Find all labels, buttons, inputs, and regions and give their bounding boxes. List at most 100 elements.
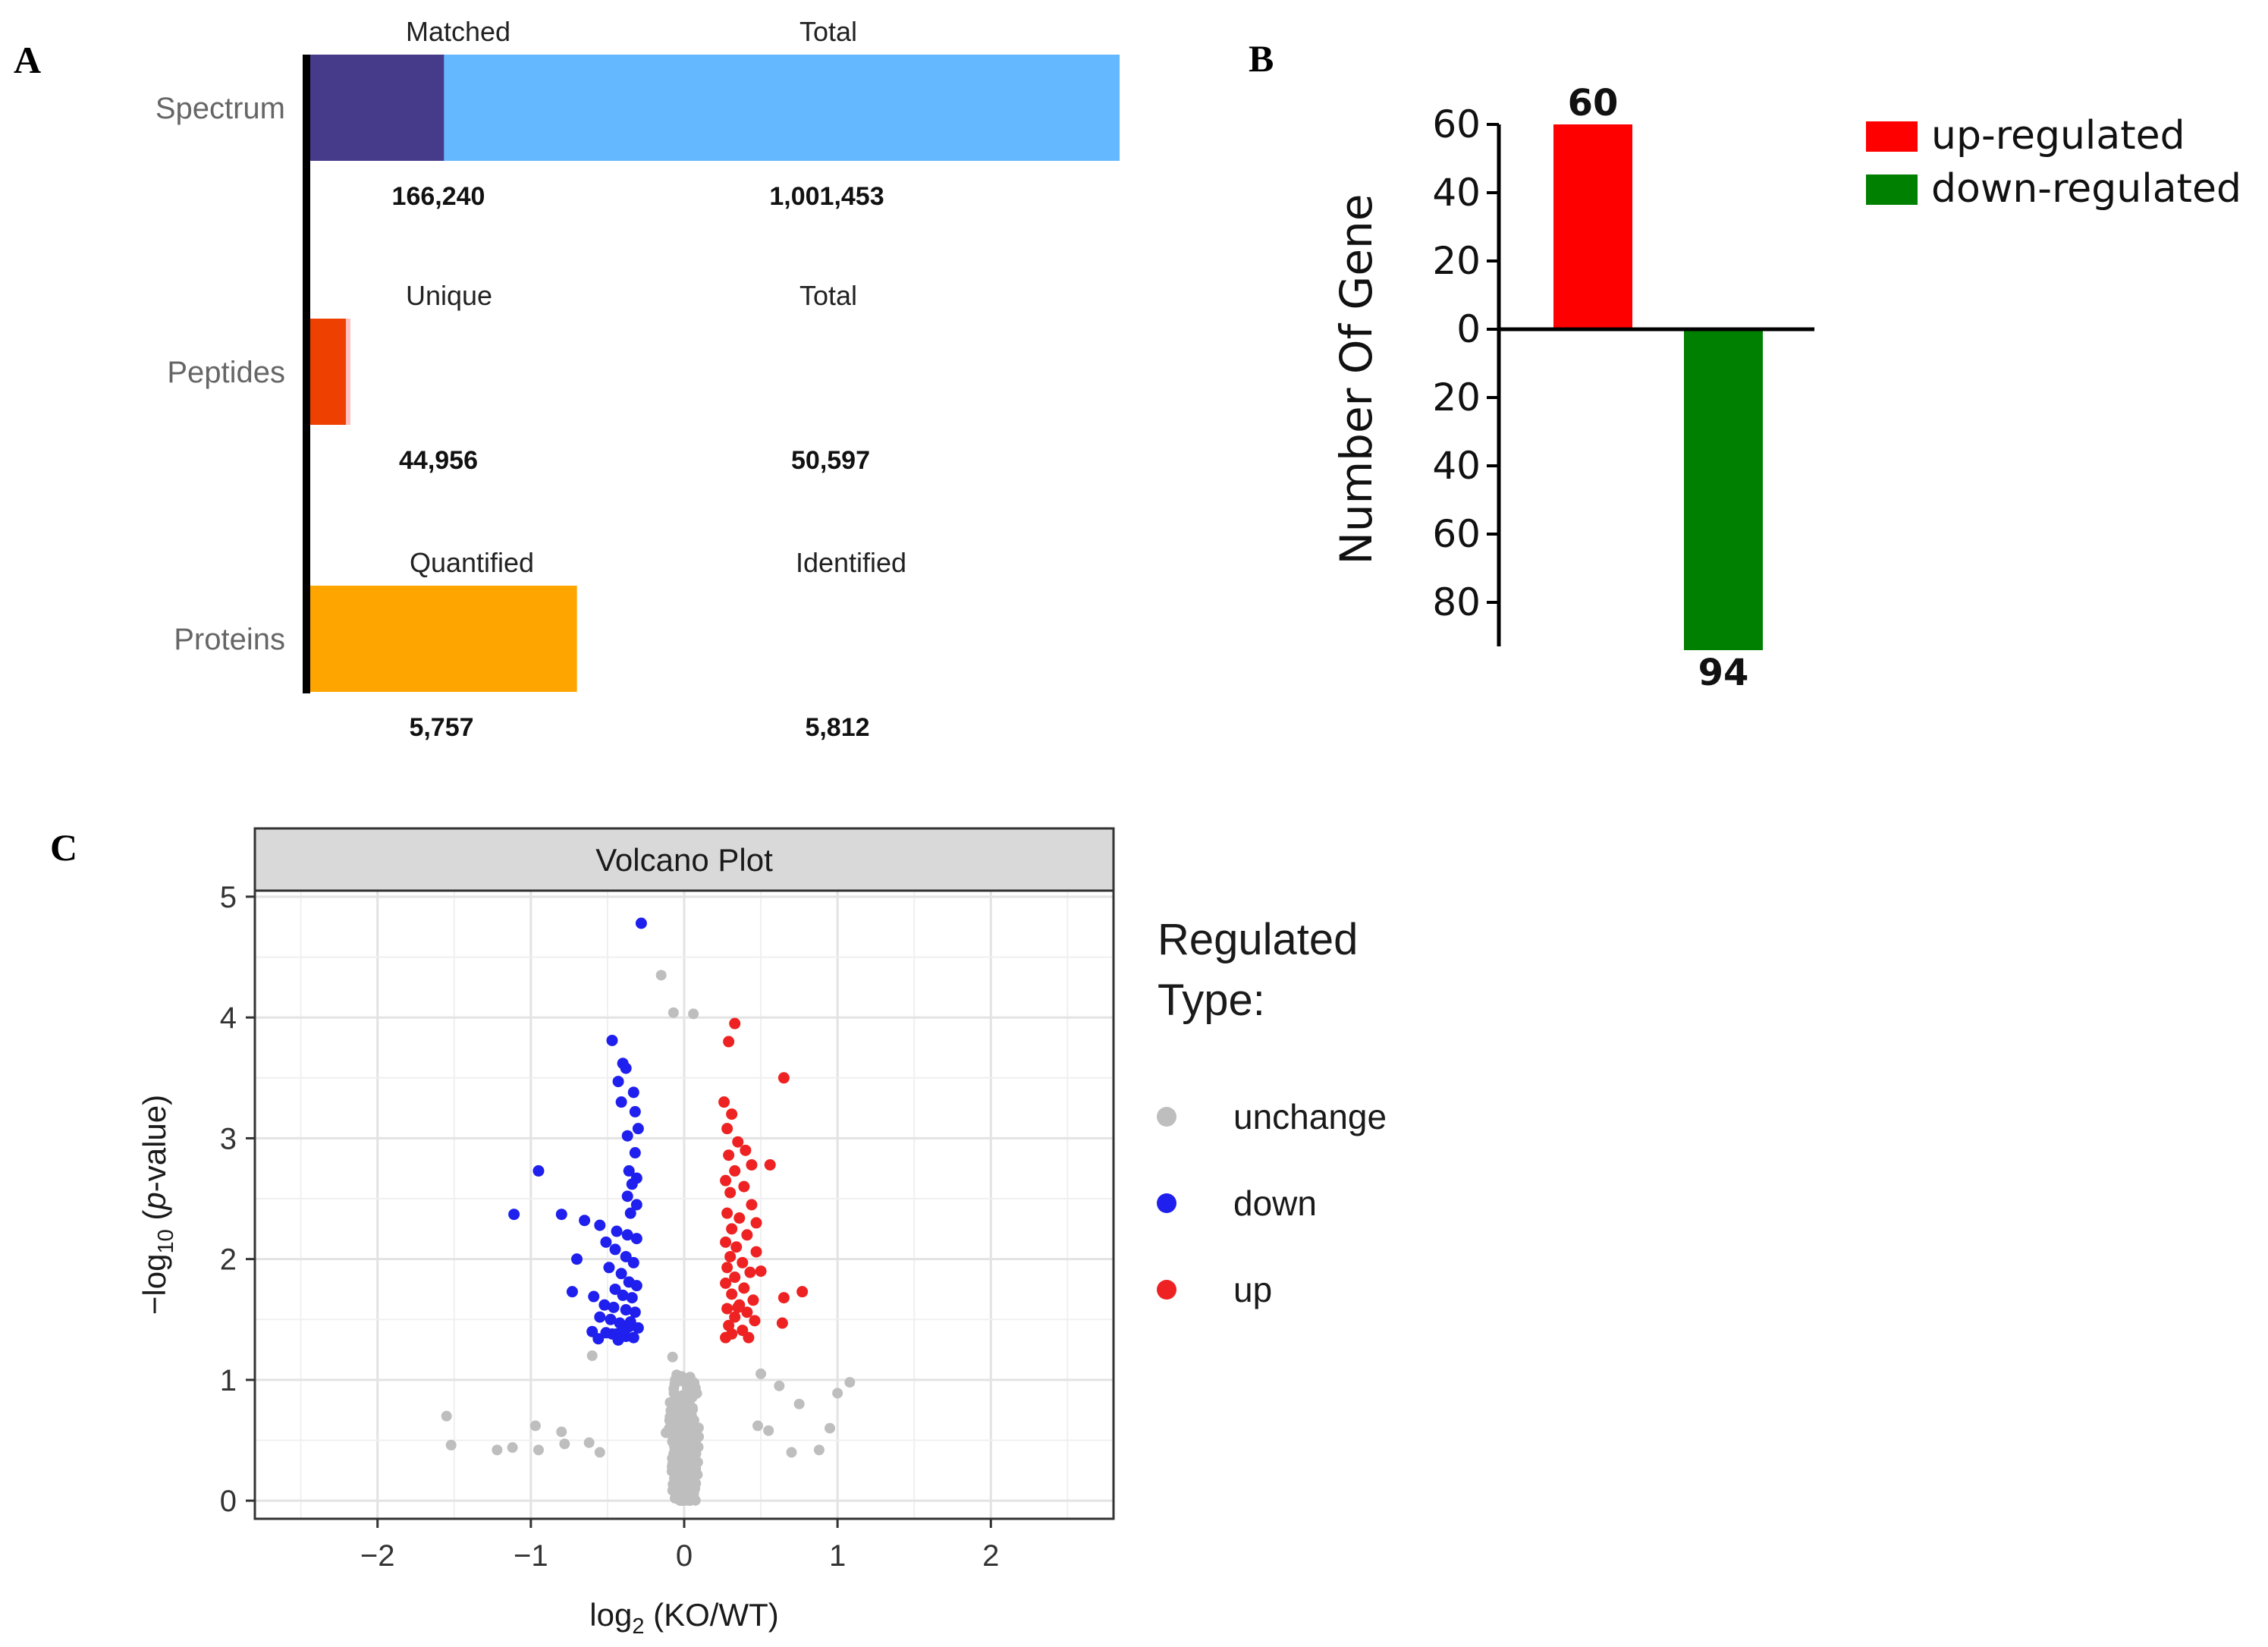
point-down — [615, 1268, 627, 1280]
point-down — [620, 1304, 632, 1316]
point-down — [632, 1322, 644, 1334]
panel-c-y-axis-label: −log10 (p-value) — [137, 1095, 178, 1315]
point-up — [796, 1286, 809, 1298]
point-up — [723, 1149, 735, 1161]
point-unchange — [667, 1463, 678, 1475]
point-unchange — [786, 1447, 797, 1458]
point-unchange — [676, 1433, 687, 1444]
panel-letter-b: B — [1249, 37, 1274, 80]
point-down — [621, 1190, 633, 1202]
point-down — [612, 1334, 624, 1346]
point-unchange — [655, 970, 667, 981]
point-down — [624, 1315, 636, 1328]
panel-c-points — [441, 917, 856, 1507]
point-unchange — [507, 1442, 518, 1454]
point-up — [738, 1180, 750, 1193]
point-up — [724, 1250, 737, 1262]
point-up — [741, 1229, 753, 1241]
point-up — [755, 1265, 767, 1278]
panel-c-title: Volcano Plot — [595, 842, 773, 878]
point-unchange — [680, 1460, 691, 1472]
point-down — [606, 1034, 618, 1046]
point-up — [750, 1217, 762, 1229]
point-down — [555, 1209, 567, 1221]
point-up — [738, 1282, 750, 1294]
y-tick-label: 1 — [220, 1364, 237, 1397]
y-tick-label: 20 — [1432, 376, 1481, 420]
point-down — [624, 1207, 636, 1219]
point-unchange — [667, 1351, 678, 1363]
point-up — [729, 1165, 741, 1177]
value-label-down-regulated: 94 — [1698, 652, 1749, 694]
point-down — [629, 1306, 641, 1319]
legend-label-up: up — [1233, 1270, 1272, 1309]
panel-b-y-axis-label: Number Of Gene — [1330, 193, 1382, 564]
panel-c-ticks: −2 −1 0 1 2 0 1 2 3 4 5 — [220, 881, 1000, 1573]
point-up — [726, 1108, 738, 1121]
point-unchange — [686, 1429, 698, 1440]
y-label-rest: -value) — [137, 1095, 172, 1192]
point-down — [620, 1062, 632, 1074]
x-tick-label: −1 — [514, 1539, 548, 1573]
x-tick-label: 1 — [829, 1539, 846, 1573]
panel-c-grid — [255, 891, 1114, 1519]
point-up — [720, 1174, 732, 1187]
point-unchange — [668, 1007, 679, 1018]
y-tick-label: 60 — [1432, 102, 1481, 146]
point-up — [726, 1288, 738, 1300]
point-up — [746, 1158, 758, 1171]
y-tick-label: 3 — [220, 1122, 237, 1155]
point-unchange — [661, 1427, 672, 1438]
point-unchange — [583, 1437, 595, 1448]
value-proteins-part: 5,757 — [409, 713, 473, 742]
bar-peptides-part — [309, 319, 346, 425]
panel-c-x-axis-label: log2 (KO/WT) — [589, 1597, 779, 1639]
point-unchange — [774, 1380, 785, 1391]
point-down — [579, 1215, 591, 1227]
point-up — [720, 1331, 732, 1344]
row-label-peptides: Peptides — [167, 356, 285, 389]
point-up — [720, 1236, 732, 1248]
point-up — [732, 1301, 744, 1313]
point-down — [508, 1209, 520, 1221]
point-up — [730, 1241, 743, 1253]
point-unchange — [752, 1420, 764, 1432]
legend-label-up-regulated: up-regulated — [1931, 113, 2185, 159]
point-unchange — [670, 1375, 681, 1386]
point-down — [629, 1147, 641, 1159]
y-tick-label: 2 — [220, 1243, 237, 1277]
point-up — [749, 1315, 761, 1327]
point-up — [729, 1017, 741, 1029]
legend-label-unchange: unchange — [1233, 1097, 1387, 1136]
point-down — [626, 1292, 638, 1304]
point-up — [729, 1311, 741, 1323]
legend-dot-unchange — [1157, 1107, 1176, 1127]
point-down — [594, 1311, 606, 1323]
point-down — [635, 917, 647, 929]
panel-b-regulation-bar-chart: 60 94 60 40 20 0 20 40 60 80 Number Of Gene up-r… — [1330, 82, 2241, 694]
panel-b-bars: 60 94 — [1553, 82, 1763, 694]
y-tick-label: 80 — [1432, 580, 1481, 624]
point-unchange — [793, 1398, 805, 1410]
point-up — [733, 1212, 746, 1224]
point-up — [720, 1278, 732, 1289]
point-unchange — [682, 1383, 693, 1394]
x-label-base: log — [589, 1597, 632, 1633]
point-unchange — [686, 1391, 698, 1403]
x-label-sub: 2 — [632, 1614, 644, 1639]
panel-letter-a: A — [14, 39, 41, 81]
x-tick-label: −2 — [360, 1539, 395, 1573]
point-down — [588, 1290, 600, 1303]
point-down — [603, 1262, 615, 1274]
panel-b-legend: up-regulated down-regulated — [1866, 113, 2241, 212]
point-down — [621, 1229, 633, 1241]
point-up — [732, 1136, 744, 1148]
point-unchange — [832, 1388, 843, 1399]
panel-c-legend: unchange down up — [1157, 1097, 1387, 1309]
point-unchange — [813, 1444, 825, 1456]
point-down — [609, 1243, 621, 1256]
point-down — [630, 1199, 642, 1211]
value-peptides-total: 50,597 — [791, 446, 870, 475]
